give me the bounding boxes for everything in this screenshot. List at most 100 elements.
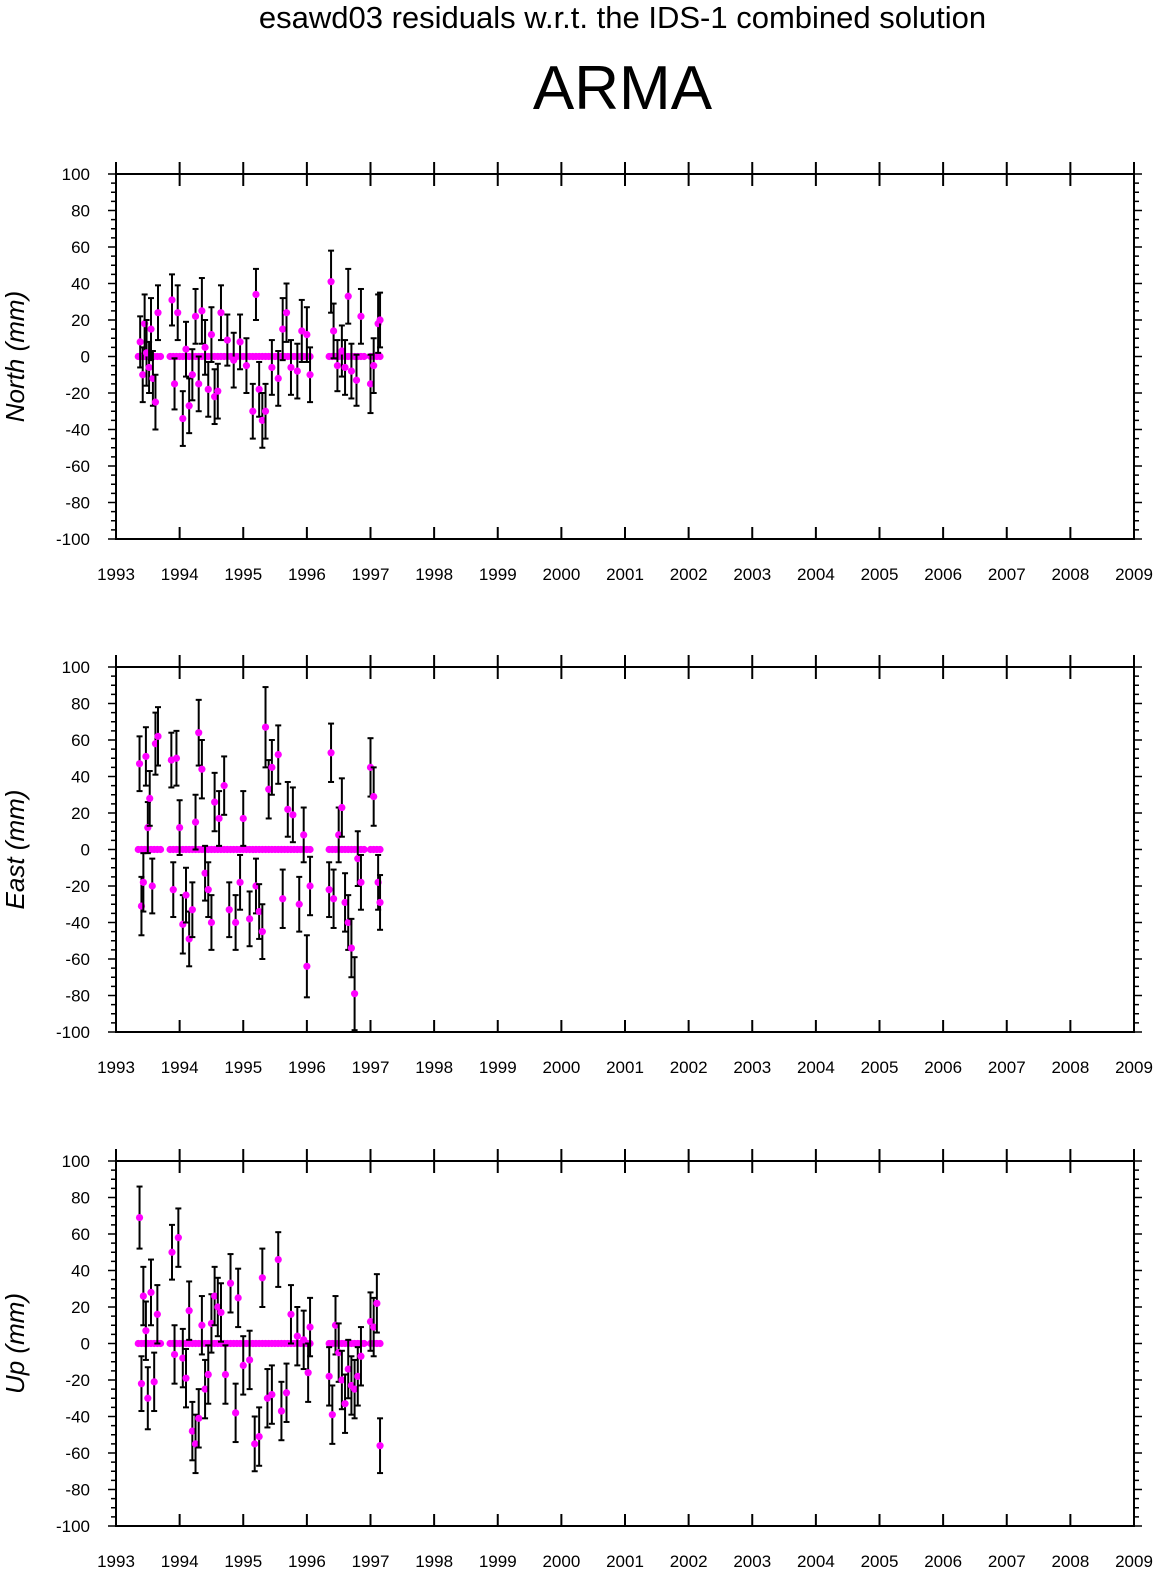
residual-point [282, 1389, 291, 1397]
residual-point [325, 886, 333, 894]
residual-point [352, 376, 361, 384]
x-tick-label: 2007 [988, 1552, 1026, 1571]
residual-point [220, 782, 228, 790]
residual-point [366, 763, 375, 771]
residual-point [298, 327, 306, 335]
x-tick-label: 2000 [542, 1058, 580, 1077]
residual-point [236, 338, 244, 346]
residual-point [236, 878, 244, 886]
residual-point [284, 805, 292, 813]
residual-point [232, 1409, 240, 1417]
residual-point [347, 367, 356, 375]
zero-marker [156, 1339, 165, 1348]
y-tick-label: -60 [65, 950, 90, 969]
residual-point [279, 895, 287, 903]
residual-point [282, 309, 291, 317]
x-tick-label: 2001 [606, 565, 644, 584]
x-tick-label: 2009 [1115, 565, 1153, 584]
residual-point [338, 1376, 346, 1384]
residual-point [350, 990, 359, 998]
residual-point [300, 1336, 308, 1344]
x-tick-label: 2006 [924, 1058, 962, 1077]
residual-point [226, 1279, 235, 1287]
residual-point [251, 1440, 259, 1448]
residual-point [204, 886, 212, 894]
residual-point [168, 296, 176, 304]
x-tick-label: 2003 [733, 1552, 771, 1571]
y-tick-label: -100 [56, 530, 90, 549]
residual-point [344, 1365, 352, 1373]
residual-point [191, 818, 200, 826]
residual-point [211, 798, 219, 806]
residual-point [204, 1370, 212, 1379]
residual-point [198, 1321, 206, 1329]
y-tick-label: 100 [62, 658, 90, 677]
x-tick-label: 1995 [224, 1058, 262, 1077]
y-tick-label: 40 [71, 768, 90, 787]
residual-point [142, 1327, 150, 1335]
residual-point [333, 362, 342, 370]
x-tick-label: 1993 [97, 1058, 135, 1077]
x-tick-label: 2006 [924, 1552, 962, 1571]
residual-point [142, 752, 150, 761]
residual-point [370, 1323, 378, 1331]
y-axis-label: North (mm) [0, 291, 30, 422]
residual-point [303, 331, 311, 339]
zero-marker [360, 352, 368, 361]
residual-point [136, 338, 144, 346]
residual-point [148, 882, 156, 890]
residual-point [279, 325, 287, 333]
x-tick-label: 1997 [352, 565, 390, 584]
residual-point [225, 906, 233, 914]
residual-point [357, 312, 365, 320]
y-tick-label: 20 [71, 804, 90, 823]
residual-point [306, 882, 314, 890]
x-tick-label: 1996 [288, 1552, 326, 1571]
x-tick-label: 1997 [352, 1552, 390, 1571]
residual-point [139, 371, 147, 379]
zero-marker [156, 352, 165, 361]
residual-point [376, 898, 384, 907]
x-tick-label: 2008 [1051, 1552, 1089, 1571]
residual-point [139, 1292, 147, 1300]
y-tick-label: -40 [65, 1408, 90, 1427]
x-tick-label: 2002 [670, 565, 708, 584]
x-tick-label: 2005 [861, 1552, 899, 1571]
y-tick-label: -100 [56, 1517, 90, 1536]
residual-point [217, 309, 225, 317]
residual-point [182, 345, 190, 353]
zero-marker [360, 1339, 368, 1348]
residual-point [207, 918, 216, 927]
residual-point [168, 1248, 176, 1256]
x-tick-label: 2009 [1115, 1058, 1153, 1077]
residual-point [246, 1356, 254, 1364]
zero-marker [376, 1339, 384, 1348]
y-axis-label: Up (mm) [0, 1293, 30, 1394]
residual-point [232, 918, 240, 927]
residual-point [265, 785, 273, 793]
residual-point [239, 814, 247, 823]
residual-point [274, 1255, 282, 1264]
x-tick-label: 1998 [415, 1552, 453, 1571]
residual-point [341, 1400, 349, 1408]
x-tick-label: 2004 [797, 1058, 835, 1077]
residual-point [188, 906, 196, 914]
residual-point [215, 814, 223, 823]
x-tick-label: 2005 [861, 565, 899, 584]
residual-point [214, 1303, 222, 1311]
residual-point [211, 393, 219, 401]
x-tick-label: 2006 [924, 565, 962, 584]
y-tick-label: 0 [81, 841, 90, 860]
x-tick-label: 2007 [988, 565, 1026, 584]
residual-point [274, 751, 282, 759]
residual-point [170, 380, 179, 388]
x-tick-label: 2008 [1051, 1058, 1089, 1077]
residual-point [328, 1411, 336, 1419]
x-tick-label: 1994 [161, 1058, 199, 1077]
x-tick-label: 2004 [797, 565, 835, 584]
residual-point [185, 1307, 193, 1315]
y-tick-label: -60 [65, 457, 90, 476]
residual-point [182, 891, 190, 899]
y-tick-label: -80 [65, 494, 90, 513]
residual-point [174, 309, 182, 317]
